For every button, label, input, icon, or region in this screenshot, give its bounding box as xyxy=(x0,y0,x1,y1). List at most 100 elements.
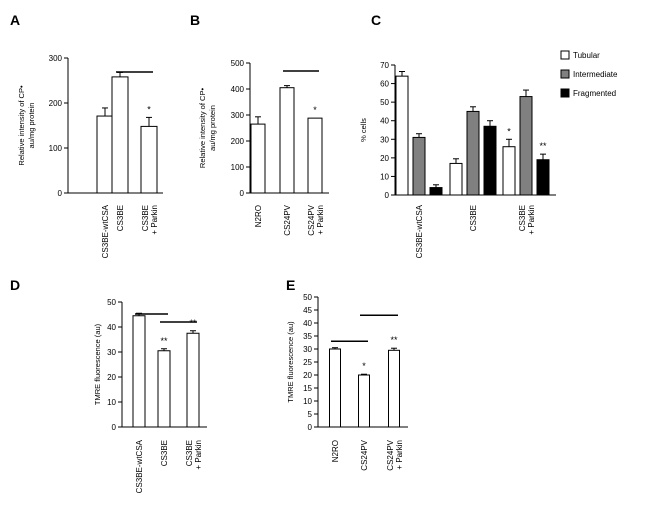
bar xyxy=(358,374,370,428)
y-tick-label: 0 xyxy=(385,191,390,200)
x-tick-label: CS3BE xyxy=(469,205,478,231)
y-axis-label: au/mg protein xyxy=(208,105,217,151)
panel-label-c: C xyxy=(371,12,381,28)
y-axis-label: TMRE fluorescence (au) xyxy=(93,323,102,405)
bar-fragmented xyxy=(483,125,497,196)
x-tick-label: + Parkin xyxy=(527,205,536,235)
bar-intermediate xyxy=(519,96,533,196)
x-tick-label: N2RO xyxy=(331,440,340,462)
y-tick-label: 0 xyxy=(308,423,313,432)
y-tick-label: 40 xyxy=(107,323,116,332)
x-tick-label: + Parkin xyxy=(316,205,325,235)
bar xyxy=(250,123,266,194)
bar-intermediate xyxy=(466,110,480,196)
y-tick-label: 300 xyxy=(231,111,245,120)
bar xyxy=(307,117,323,194)
bar-intermediate xyxy=(412,136,426,196)
chart-panel-b: 0 100 200 300 400 500 Relative intensity of CP… xyxy=(198,59,329,236)
y-tick-label: 35 xyxy=(303,332,312,341)
x-tick-label: + Parkin xyxy=(150,205,159,235)
y-tick-label: 10 xyxy=(107,398,116,407)
y-tick-label: 40 xyxy=(380,117,389,126)
bar xyxy=(132,315,146,428)
x-tick-label: CS3BE xyxy=(518,205,527,231)
panel-label-d: D xyxy=(10,277,20,293)
legend-swatch xyxy=(560,88,570,98)
x-tick-label: CS3BE-wtCSA xyxy=(415,204,424,258)
y-axis-label: Relative intensity of CP• xyxy=(17,85,26,166)
bar xyxy=(279,87,295,194)
bar-tubular xyxy=(395,75,409,196)
y-tick-label: 30 xyxy=(380,135,389,144)
y-tick-label: 30 xyxy=(303,345,312,354)
y-tick-label: 20 xyxy=(380,154,389,163)
panel-label-a: A xyxy=(10,12,20,28)
significance-marker: * xyxy=(507,126,511,136)
chart-panel-a: 0 100 200 300 Relative intensity of CP• au/mg… xyxy=(17,54,163,258)
x-tick-label: N2RO xyxy=(254,205,263,227)
panel-label-e: E xyxy=(286,277,295,293)
y-axis-label: % cells xyxy=(359,118,368,142)
y-tick-label: 70 xyxy=(380,61,389,70)
bar-fragmented xyxy=(536,159,550,196)
x-tick-label: CS24PV xyxy=(386,439,395,470)
y-axis-label: Relative intensity of CP• xyxy=(198,88,207,169)
significance-marker: * xyxy=(362,361,366,371)
x-tick-label: CS3BE xyxy=(185,440,194,466)
y-tick-label: 10 xyxy=(380,172,389,181)
legend-swatch xyxy=(560,69,570,79)
x-tick-label: CS3BE xyxy=(160,440,169,466)
legend-label: Tubular xyxy=(573,51,600,60)
x-tick-label: + Parkin xyxy=(194,440,203,470)
y-tick-label: 400 xyxy=(231,85,245,94)
significance-marker: * xyxy=(313,105,317,115)
y-tick-label: 300 xyxy=(49,54,63,63)
y-tick-label: 200 xyxy=(49,99,63,108)
y-tick-label: 100 xyxy=(231,163,245,172)
y-tick-label: 45 xyxy=(303,306,312,315)
bar xyxy=(329,348,341,428)
x-tick-label: CS24PV xyxy=(360,439,369,470)
y-tick-label: 0 xyxy=(240,189,245,198)
y-tick-label: 30 xyxy=(107,348,116,357)
x-tick-label: CS3BE-wtCSA xyxy=(101,204,110,258)
bar-fragmented xyxy=(429,187,443,196)
y-tick-label: 10 xyxy=(303,397,312,406)
bar xyxy=(111,76,129,194)
x-tick-label: CS3BE-wtCSA xyxy=(135,439,144,493)
x-tick-label: + Parkin xyxy=(395,440,404,470)
bar xyxy=(157,350,171,428)
y-tick-label: 50 xyxy=(380,98,389,107)
y-tick-label: 500 xyxy=(231,59,245,68)
bar-tubular xyxy=(502,146,516,196)
x-tick-label: CS24PV xyxy=(283,204,292,235)
bar xyxy=(388,349,400,428)
legend-label: Fragmented xyxy=(573,89,616,98)
x-tick-label: CS24PV xyxy=(307,204,316,235)
y-tick-label: 60 xyxy=(380,80,389,89)
y-axis-label: TMRE fluorescence (au) xyxy=(286,321,295,403)
bar xyxy=(140,125,158,194)
legend-swatch xyxy=(560,50,570,60)
x-tick-label: CS3BE xyxy=(141,205,150,231)
significance-marker: ** xyxy=(390,335,398,345)
y-axis-label: au/mg protein xyxy=(27,103,36,149)
y-tick-label: 0 xyxy=(112,423,117,432)
y-tick-label: 50 xyxy=(107,298,116,307)
y-tick-label: 5 xyxy=(308,410,313,419)
significance-marker: ** xyxy=(160,336,168,346)
y-tick-label: 200 xyxy=(231,137,245,146)
y-tick-label: 25 xyxy=(303,358,312,367)
y-tick-label: 100 xyxy=(49,144,63,153)
y-tick-label: 40 xyxy=(303,319,312,328)
x-tick-label: CS3BE xyxy=(116,205,125,231)
y-tick-label: 0 xyxy=(58,189,63,198)
y-tick-label: 15 xyxy=(303,384,312,393)
bar-tubular xyxy=(449,162,463,196)
y-tick-label: 20 xyxy=(107,373,116,382)
legend-label: Intermediate xyxy=(573,70,618,79)
